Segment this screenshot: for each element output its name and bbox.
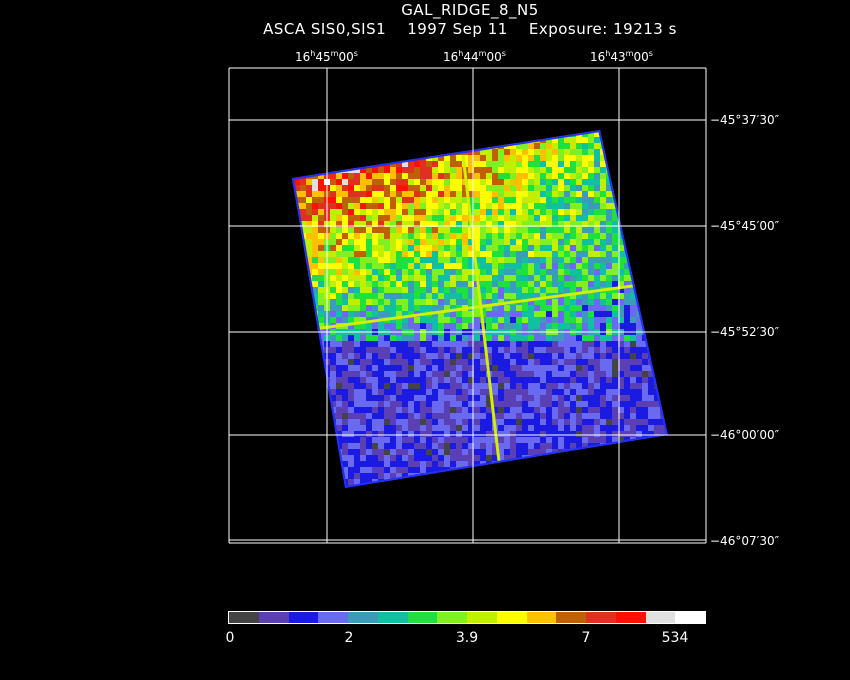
colorbar-swatch (467, 612, 497, 623)
colorbar-swatch (645, 612, 676, 623)
colorbar-tick-label: 2 (344, 630, 354, 646)
colorbar-swatch (496, 612, 527, 623)
colorbar-swatch (526, 612, 557, 623)
colorbar-tick-label: 7 (581, 630, 591, 646)
dec-tick-label: −45°45′00″ (710, 219, 780, 233)
colorbar-tick-label: 3.9 (455, 630, 479, 646)
image-subtitle: ASCA SIS0,SIS1 1997 Sep 11 Exposure: 192… (263, 20, 677, 38)
colorbar-swatch (348, 612, 378, 623)
colorbar-tick-label: 0 (225, 630, 235, 646)
colorbar-swatch (437, 612, 467, 623)
colorbar-swatch (258, 612, 289, 623)
colorbar-swatch (377, 612, 408, 623)
dec-tick-label: −45°37′30″ (710, 113, 780, 127)
colorbar-swatch (586, 612, 616, 623)
colorbar (228, 611, 706, 624)
ra-tick-label: 16h44m00s (443, 49, 506, 64)
ra-tick-label: 16h43m00s (590, 49, 653, 64)
dec-tick-label: −45°52′30″ (710, 325, 780, 339)
dec-tick-label: −46°00′00″ (710, 428, 780, 442)
colorbar-tick-label: 534 (661, 630, 689, 646)
colorbar-swatch (675, 612, 705, 623)
colorbar-swatch (318, 612, 348, 623)
ra-tick-label: 16h45m00s (295, 49, 358, 64)
colorbar-swatch (615, 612, 646, 623)
image-title: GAL_RIDGE_8_N5 (401, 1, 539, 19)
detector-image (292, 130, 668, 488)
colorbar-swatch (288, 612, 319, 623)
colorbar-swatch (229, 612, 259, 623)
coordinate-grid (228, 67, 707, 544)
colorbar-swatch (556, 612, 586, 623)
colorbar-swatch (407, 612, 438, 623)
dec-tick-label: −46°07′30″ (710, 534, 780, 548)
